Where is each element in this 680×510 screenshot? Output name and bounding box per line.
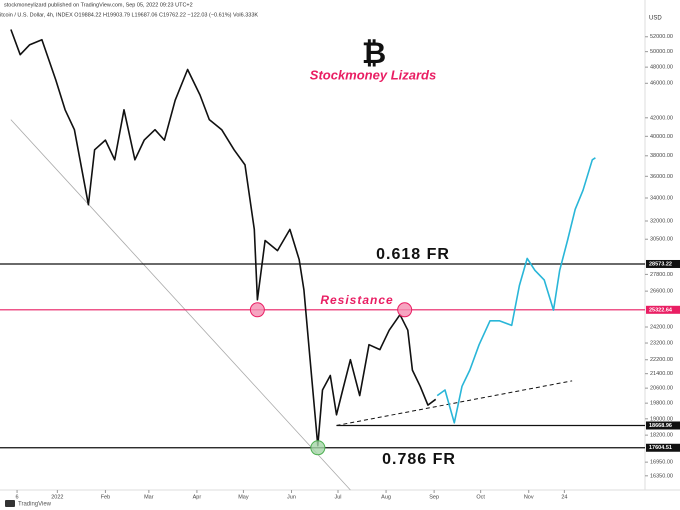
y-tick-label: 52000.00: [650, 34, 673, 40]
subtitle: itcoin / U.S. Dollar, 4h, INDEX O19884.2…: [0, 12, 258, 18]
marker: [249, 302, 265, 318]
x-tick-label: Apr: [193, 494, 202, 500]
x-tick-label: Nov: [524, 494, 534, 500]
y-tick-label: 19000.00: [650, 416, 673, 422]
level-price-box: [646, 443, 680, 452]
y-tick-label: 30500.00: [650, 237, 673, 243]
y-tick-label: 36000.00: [650, 174, 673, 180]
y-tick-label: 23200.00: [650, 340, 673, 346]
y-tick-label: 32000.00: [650, 218, 673, 224]
level-label: 0.786 FR: [382, 451, 456, 468]
x-tick-label: Mar: [144, 494, 154, 500]
footer-logo: [5, 500, 15, 507]
y-tick-label: 26600.00: [650, 289, 673, 295]
y-tick-label: 42000.00: [650, 115, 673, 121]
logo: ₿: [362, 37, 386, 70]
x-tick-label: Feb: [101, 494, 110, 500]
level-price-label: 18668.96: [649, 423, 672, 429]
x-tick-label: Jul: [334, 494, 341, 500]
trendline: [10, 119, 351, 491]
y-tick-label: 20600.00: [650, 386, 673, 392]
y-tick-label: 27800.00: [650, 272, 673, 278]
level-price-box: [646, 259, 680, 268]
y-tick-label: 19800.00: [650, 401, 673, 407]
level-price-label: 28573.22: [649, 261, 672, 267]
y-tick-label: 16350.00: [650, 473, 673, 479]
y-tick-label: 48000.00: [650, 65, 673, 71]
marker: [397, 302, 413, 318]
trendline: [336, 380, 573, 426]
y-axis-label: USD: [649, 16, 662, 22]
level-price-label: 17604.51: [649, 445, 672, 451]
y-tick-label: 16950.00: [650, 460, 673, 466]
y-tick-label: 22200.00: [650, 357, 673, 363]
level-price-label: 25322.64: [649, 307, 673, 313]
y-tick-label: 38000.00: [650, 153, 673, 159]
level-label: 0.618 FR: [376, 246, 450, 263]
y-tick-label: 21400.00: [650, 371, 673, 377]
y-tick-label: 50000.00: [650, 49, 673, 55]
x-tick-label: Jun: [287, 494, 296, 500]
y-tick-label: 24200.00: [650, 324, 673, 330]
footer: TradingView: [18, 502, 52, 508]
x-tick-label: 2022: [51, 494, 63, 500]
level-price-box: [646, 305, 680, 314]
chart-title: Stockmoney Lizards: [310, 67, 436, 82]
y-tick-label: 40000.00: [650, 134, 673, 140]
y-tick-label: 18200.00: [650, 433, 673, 439]
x-tick-label: Aug: [381, 494, 391, 500]
x-tick-label: Oct: [476, 494, 485, 500]
y-tick-label: 34000.00: [650, 195, 673, 201]
x-tick-label: 24: [561, 494, 567, 500]
level-price-box: [646, 421, 680, 430]
price-line: [10, 29, 437, 447]
y-tick-label: 46000.00: [650, 81, 673, 87]
x-tick-label: 6: [16, 494, 19, 500]
header: stockmoneylizard published on TradingVie…: [4, 2, 193, 8]
marker: [310, 440, 326, 456]
x-tick-label: Sep: [429, 494, 439, 500]
level-label: Resistance: [320, 293, 393, 307]
x-tick-label: May: [238, 494, 249, 500]
price-line: [436, 157, 596, 424]
